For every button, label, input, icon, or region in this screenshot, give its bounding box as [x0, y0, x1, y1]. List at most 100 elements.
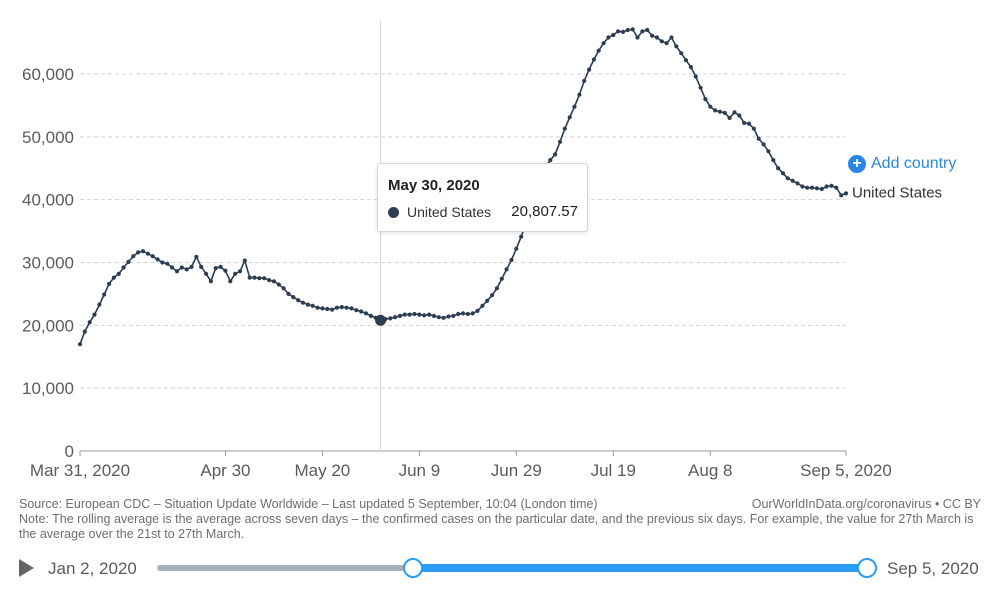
data-point — [145, 251, 150, 256]
data-point — [184, 267, 189, 272]
data-point — [121, 265, 126, 270]
data-point — [742, 120, 747, 126]
data-point — [136, 250, 141, 255]
data-point — [174, 269, 180, 274]
timeline-end-label: Sep 5, 2020 — [887, 559, 979, 578]
data-point — [276, 282, 281, 287]
data-point — [330, 307, 335, 312]
data-point — [688, 65, 694, 70]
data-point — [761, 142, 766, 147]
data-point — [155, 257, 160, 262]
data-point — [596, 48, 601, 53]
data-point — [422, 313, 427, 318]
data-point — [300, 300, 306, 305]
plus-circle-icon: + — [848, 155, 866, 173]
data-point — [334, 305, 339, 310]
data-point — [397, 313, 403, 318]
data-point — [228, 279, 233, 284]
data-point — [446, 314, 451, 319]
data-point — [727, 115, 732, 121]
series-end-label[interactable]: United States — [852, 184, 942, 201]
data-point — [713, 108, 718, 113]
y-tick-label: 10,000 — [22, 379, 74, 398]
data-point — [780, 171, 786, 176]
data-point — [756, 136, 761, 141]
data-point — [591, 57, 597, 62]
data-point — [630, 27, 635, 32]
data-point — [363, 311, 369, 316]
line-chart: 0 10,000 20,000 30,000 40,000 50,000 60,000 Ma… — [22, 20, 942, 480]
data-point — [834, 185, 839, 190]
x-tick-label: Jun 29 — [491, 461, 542, 480]
x-tick-label: Sep 5, 2020 — [800, 461, 892, 480]
y-tick-label: 40,000 — [22, 191, 74, 210]
data-point — [204, 271, 209, 276]
data-point — [572, 104, 577, 109]
data-point — [737, 113, 742, 118]
data-point — [577, 92, 582, 97]
data-point — [829, 183, 834, 188]
data-point — [771, 158, 776, 163]
y-tick-label: 50,000 — [22, 128, 74, 147]
data-point — [102, 292, 107, 297]
data-point — [708, 104, 713, 109]
data-point — [703, 97, 708, 102]
data-point — [412, 311, 417, 317]
data-point — [310, 303, 315, 308]
data-point — [475, 308, 480, 313]
data-point — [111, 275, 116, 280]
data-point — [436, 315, 441, 320]
data-point — [650, 33, 655, 38]
data-point — [751, 126, 757, 131]
x-axis-ticks: Mar 31, 2020 Apr 30 May 20 Jun 9 Jun 29 Jul 1… — [30, 451, 892, 480]
data-point — [746, 121, 752, 126]
data-point — [305, 302, 310, 307]
data-point — [427, 312, 432, 317]
data-point — [339, 305, 344, 310]
data-point — [814, 186, 820, 191]
data-point — [252, 275, 257, 280]
timeline-end-handle[interactable] — [857, 558, 877, 578]
data-point — [267, 278, 272, 283]
data-point — [766, 149, 771, 154]
y-tick-label: 20,000 — [22, 316, 74, 335]
add-country-label: Add country — [871, 155, 957, 172]
y-tick-label: 30,000 — [22, 253, 74, 272]
data-point — [683, 58, 689, 63]
timeline: Jan 2, 2020 Sep 5, 2020 — [0, 553, 1000, 583]
data-point — [349, 306, 354, 311]
play-icon[interactable] — [19, 559, 34, 577]
add-country-button[interactable]: + Add country — [848, 155, 956, 173]
chart-footer: Source: European CDC – Situation Update … — [19, 497, 981, 542]
data-point — [77, 342, 83, 347]
data-point — [281, 286, 286, 291]
data-point — [693, 74, 698, 79]
data-point — [480, 303, 485, 308]
timeline-start-label: Jan 2, 2020 — [48, 559, 137, 578]
data-point — [368, 313, 373, 318]
y-axis-ticks: 0 10,000 20,000 30,000 40,000 50,000 60,000 — [22, 65, 74, 461]
data-point — [582, 78, 587, 83]
data-point — [218, 264, 223, 269]
timeline-start-handle[interactable] — [403, 558, 423, 578]
data-point — [645, 27, 650, 33]
data-point — [553, 152, 558, 157]
note-text: Note: The rolling average is the average… — [19, 512, 974, 541]
data-point — [140, 249, 146, 254]
timeline-selected-range — [413, 564, 867, 572]
data-point — [199, 264, 204, 269]
data-point — [795, 181, 800, 186]
data-point — [213, 266, 218, 271]
data-point — [296, 298, 301, 303]
data-point — [87, 320, 92, 325]
data-point — [194, 254, 199, 259]
credit-link[interactable]: OurWorldInData.org/coronavirus • CC BY — [751, 497, 981, 511]
data-point — [460, 311, 466, 316]
data-point — [494, 286, 499, 291]
tooltip-series-swatch — [388, 207, 399, 218]
source-text: Source: European CDC – Situation Update … — [19, 497, 598, 511]
data-point — [407, 312, 412, 317]
data-point — [223, 268, 228, 273]
data-point — [601, 41, 606, 46]
data-point — [451, 313, 456, 318]
